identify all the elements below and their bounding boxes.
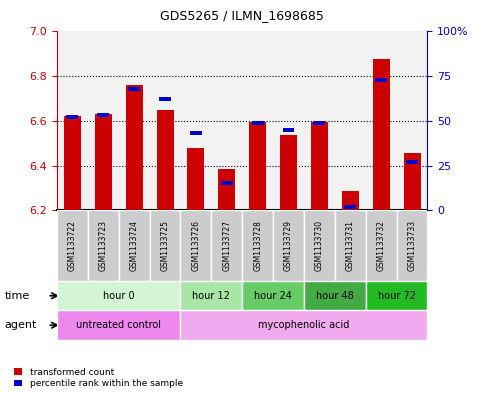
- Text: hour 0: hour 0: [103, 291, 135, 301]
- Text: agent: agent: [5, 320, 37, 330]
- Bar: [64, 116, 81, 210]
- Bar: [150, 31, 181, 210]
- Bar: [187, 148, 204, 210]
- Bar: [57, 310, 181, 340]
- Text: GSM1133722: GSM1133722: [68, 220, 77, 271]
- Bar: [313, 121, 326, 125]
- Bar: [304, 281, 366, 310]
- Text: GSM1133731: GSM1133731: [346, 220, 355, 271]
- Bar: [150, 210, 181, 281]
- Bar: [304, 210, 335, 281]
- Bar: [242, 281, 304, 310]
- Text: GSM1133729: GSM1133729: [284, 220, 293, 271]
- Text: GSM1133724: GSM1133724: [129, 220, 139, 271]
- Bar: [126, 85, 142, 210]
- Bar: [98, 114, 109, 118]
- Text: GSM1133732: GSM1133732: [377, 220, 385, 271]
- Bar: [95, 114, 112, 210]
- Bar: [375, 78, 387, 82]
- Bar: [283, 128, 295, 132]
- Bar: [119, 31, 150, 210]
- Bar: [212, 210, 242, 281]
- Bar: [397, 210, 427, 281]
- Bar: [304, 31, 335, 210]
- Bar: [342, 191, 359, 210]
- Text: GSM1133730: GSM1133730: [315, 220, 324, 271]
- Bar: [181, 310, 427, 340]
- Bar: [273, 210, 304, 281]
- Bar: [397, 31, 427, 210]
- Bar: [212, 31, 242, 210]
- Bar: [403, 153, 421, 210]
- Bar: [57, 210, 88, 281]
- Bar: [252, 121, 264, 125]
- Text: untreated control: untreated control: [76, 320, 161, 330]
- Bar: [119, 210, 150, 281]
- Bar: [190, 131, 202, 135]
- Text: hour 48: hour 48: [316, 291, 354, 301]
- Bar: [280, 135, 297, 210]
- Text: GSM1133726: GSM1133726: [191, 220, 200, 271]
- Bar: [181, 281, 242, 310]
- Bar: [57, 281, 181, 310]
- Legend: transformed count, percentile rank within the sample: transformed count, percentile rank withi…: [14, 368, 183, 389]
- Bar: [88, 31, 119, 210]
- Bar: [406, 160, 418, 164]
- Bar: [67, 115, 78, 119]
- Text: GDS5265 / ILMN_1698685: GDS5265 / ILMN_1698685: [160, 9, 324, 22]
- Bar: [335, 31, 366, 210]
- Text: GSM1133733: GSM1133733: [408, 220, 416, 271]
- Bar: [159, 97, 171, 101]
- Bar: [311, 122, 328, 210]
- Bar: [218, 169, 235, 210]
- Bar: [181, 31, 212, 210]
- Bar: [181, 210, 212, 281]
- Bar: [366, 31, 397, 210]
- Bar: [366, 210, 397, 281]
- Bar: [366, 281, 427, 310]
- Bar: [273, 31, 304, 210]
- Text: GSM1133723: GSM1133723: [99, 220, 108, 271]
- Text: hour 12: hour 12: [192, 291, 230, 301]
- Text: hour 24: hour 24: [254, 291, 292, 301]
- Bar: [344, 205, 356, 209]
- Bar: [335, 210, 366, 281]
- Bar: [242, 31, 273, 210]
- Text: GSM1133728: GSM1133728: [253, 220, 262, 271]
- Bar: [242, 210, 273, 281]
- Bar: [373, 59, 390, 210]
- Bar: [221, 182, 233, 185]
- Bar: [57, 31, 88, 210]
- Bar: [249, 122, 266, 210]
- Text: hour 72: hour 72: [378, 291, 415, 301]
- Text: GSM1133725: GSM1133725: [160, 220, 170, 271]
- Text: GSM1133727: GSM1133727: [222, 220, 231, 271]
- Text: time: time: [5, 291, 30, 301]
- Bar: [128, 86, 140, 91]
- Text: mycophenolic acid: mycophenolic acid: [258, 320, 350, 330]
- Bar: [156, 110, 173, 210]
- Bar: [88, 210, 119, 281]
